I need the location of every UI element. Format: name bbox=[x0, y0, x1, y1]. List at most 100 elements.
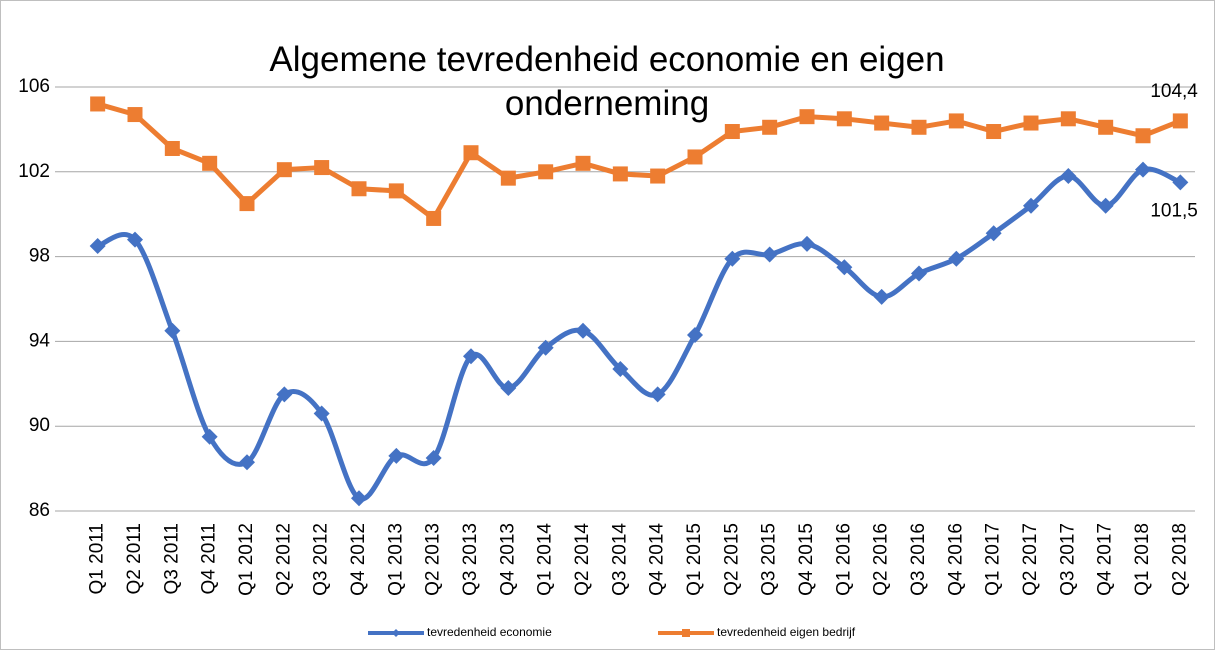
marker bbox=[649, 386, 666, 403]
marker bbox=[985, 225, 1002, 242]
x-tick-label: Q4 2014 bbox=[647, 523, 668, 596]
x-tick-label: Q3 2012 bbox=[311, 523, 332, 596]
x-tick-label: Q1 2014 bbox=[535, 523, 556, 596]
marker bbox=[836, 111, 852, 127]
y-tick-label: 86 bbox=[29, 500, 50, 521]
marker bbox=[201, 428, 218, 445]
marker bbox=[425, 450, 442, 466]
legend-marker bbox=[682, 629, 690, 637]
marker bbox=[463, 348, 479, 365]
marker bbox=[1135, 128, 1151, 144]
marker bbox=[799, 109, 815, 125]
data-label: 101,5 bbox=[1150, 200, 1198, 221]
marker bbox=[1060, 111, 1076, 127]
x-tick-label: Q2 2015 bbox=[721, 523, 742, 596]
marker bbox=[1172, 174, 1189, 191]
x-tick-label: Q3 2013 bbox=[460, 523, 481, 596]
marker bbox=[911, 119, 927, 135]
marker bbox=[351, 181, 367, 197]
marker bbox=[500, 170, 516, 186]
marker bbox=[388, 447, 405, 464]
marker bbox=[538, 164, 554, 180]
marker bbox=[1172, 113, 1188, 129]
marker bbox=[799, 235, 815, 252]
marker bbox=[873, 288, 890, 305]
marker bbox=[127, 231, 143, 248]
marker bbox=[239, 196, 255, 212]
marker bbox=[314, 160, 330, 176]
marker bbox=[650, 168, 666, 184]
marker bbox=[202, 155, 218, 171]
marker bbox=[463, 145, 479, 161]
marker bbox=[1023, 115, 1039, 131]
marker bbox=[351, 490, 367, 507]
legend-label: tevredenheid eigen bedrijf bbox=[717, 625, 856, 639]
marker bbox=[537, 339, 554, 356]
x-tick-label: Q1 2012 bbox=[236, 523, 257, 596]
x-tick-label: Q2 2016 bbox=[871, 523, 892, 596]
x-tick-label: Q4 2017 bbox=[1095, 523, 1116, 596]
marker bbox=[986, 124, 1002, 140]
marker bbox=[1098, 119, 1114, 135]
x-tick-label: Q2 2017 bbox=[1020, 523, 1041, 596]
x-tick-label: Q1 2011 bbox=[87, 523, 108, 594]
x-tick-label: Q1 2017 bbox=[983, 523, 1004, 596]
marker bbox=[724, 124, 740, 140]
marker bbox=[276, 386, 293, 403]
marker bbox=[575, 155, 591, 171]
marker bbox=[1023, 197, 1039, 214]
marker bbox=[1135, 161, 1151, 178]
y-tick-label: 102 bbox=[18, 161, 50, 182]
y-tick-label: 106 bbox=[18, 76, 50, 97]
marker bbox=[687, 149, 703, 165]
marker bbox=[612, 360, 629, 377]
data-label: 104,4 bbox=[1150, 81, 1198, 102]
marker bbox=[127, 107, 143, 123]
marker bbox=[836, 259, 853, 276]
x-tick-label: Q4 2013 bbox=[497, 523, 518, 596]
marker bbox=[164, 140, 180, 156]
marker bbox=[313, 405, 330, 422]
marker bbox=[90, 96, 106, 112]
x-tick-label: Q4 2016 bbox=[945, 523, 966, 596]
y-tick-label: 98 bbox=[29, 246, 50, 267]
x-tick-label: Q2 2014 bbox=[572, 523, 593, 596]
marker bbox=[612, 166, 628, 182]
legend-label: tevredenheid economie bbox=[427, 625, 552, 639]
x-tick-label: Q4 2011 bbox=[199, 523, 220, 594]
x-tick-label: Q3 2014 bbox=[609, 523, 630, 596]
x-tick-label: Q3 2011 bbox=[161, 523, 182, 594]
marker bbox=[500, 380, 517, 397]
marker bbox=[426, 210, 442, 226]
x-tick-label: Q3 2016 bbox=[908, 523, 929, 596]
marker bbox=[276, 162, 292, 178]
x-tick-label: Q1 2016 bbox=[833, 523, 854, 596]
x-tick-label: Q2 2013 bbox=[423, 523, 444, 596]
marker bbox=[761, 246, 778, 263]
marker bbox=[762, 119, 778, 135]
marker bbox=[874, 115, 890, 131]
x-tick-label: Q4 2015 bbox=[796, 523, 817, 596]
marker bbox=[1060, 168, 1077, 185]
marker bbox=[164, 322, 181, 339]
marker bbox=[948, 250, 965, 267]
legend-marker bbox=[392, 629, 400, 637]
marker bbox=[724, 250, 741, 267]
x-tick-label: Q1 2018 bbox=[1132, 523, 1153, 596]
x-tick-label: Q4 2012 bbox=[348, 523, 369, 596]
marker bbox=[89, 238, 106, 254]
y-tick-label: 94 bbox=[29, 330, 51, 351]
y-tick-label: 90 bbox=[29, 415, 50, 436]
x-tick-label: Q2 2011 bbox=[124, 523, 145, 594]
chart-title: Algemene tevredenheid economie en eigen … bbox=[269, 40, 945, 123]
marker bbox=[687, 327, 703, 344]
x-tick-label: Q2 2012 bbox=[273, 523, 294, 596]
x-tick-label: Q2 2018 bbox=[1169, 523, 1190, 596]
marker bbox=[948, 113, 964, 129]
marker bbox=[239, 454, 255, 471]
marker bbox=[1097, 197, 1114, 214]
x-tick-label: Q3 2015 bbox=[759, 523, 780, 596]
